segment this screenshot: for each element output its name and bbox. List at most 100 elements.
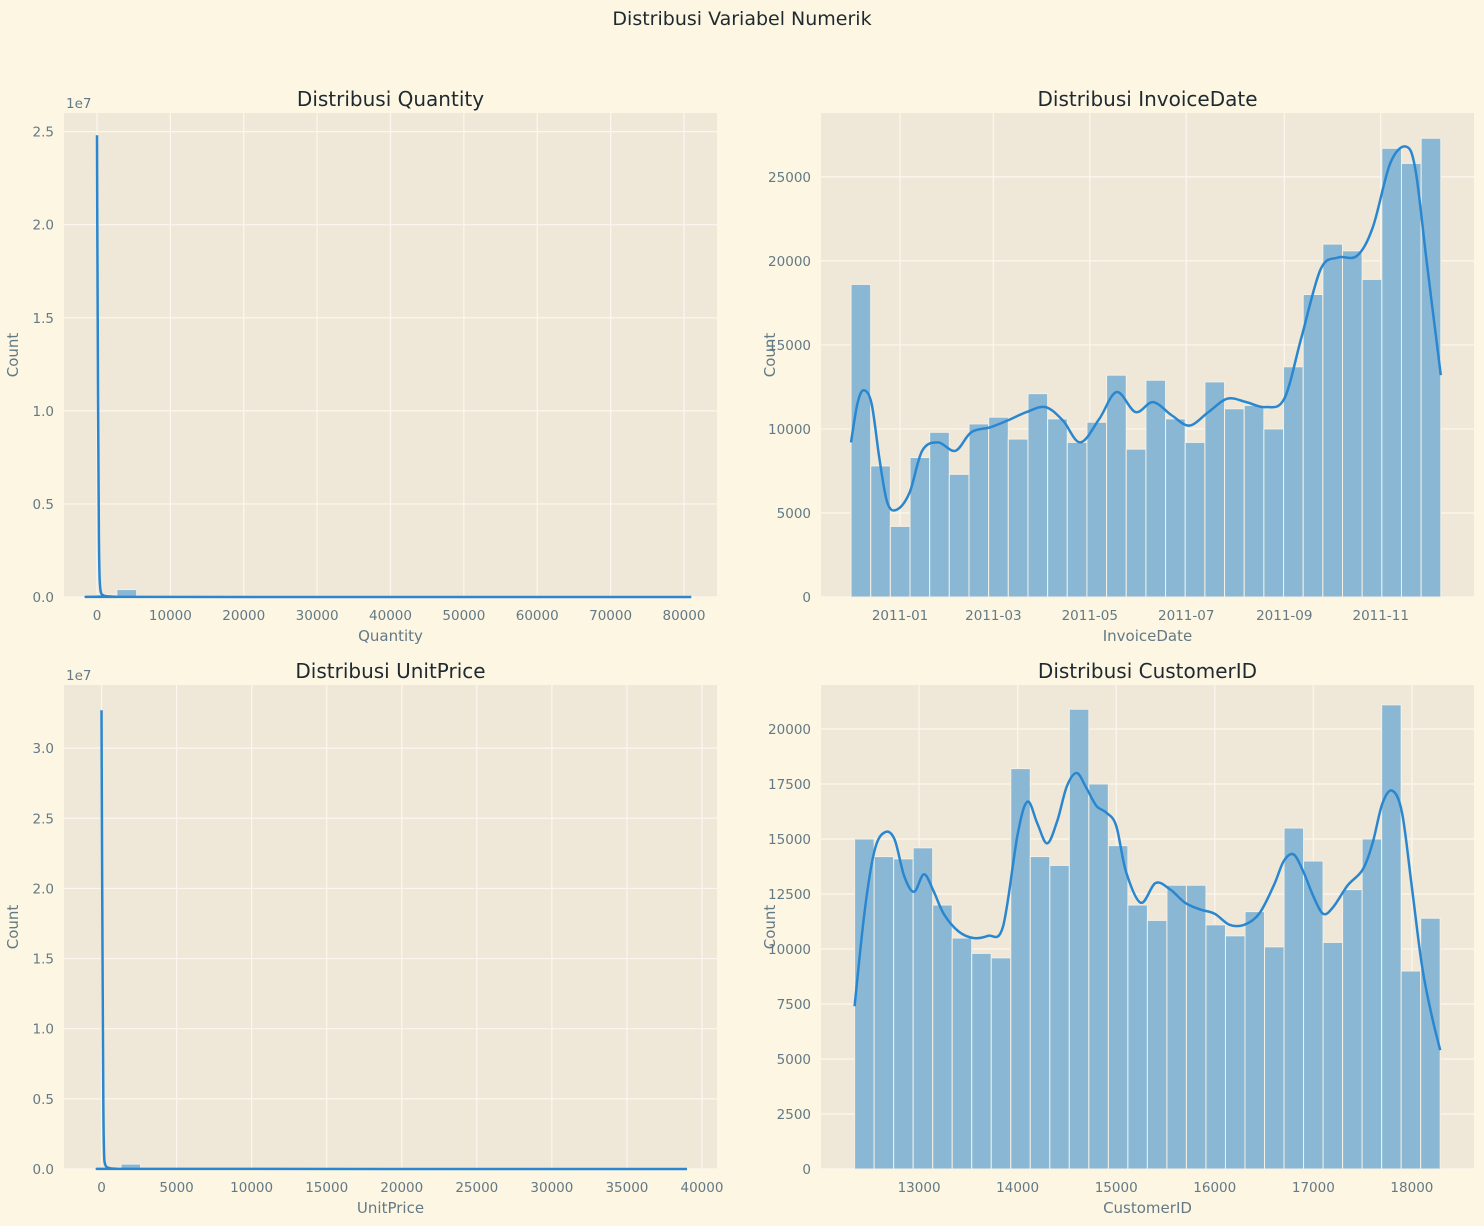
x-tick-label: 35000 [605, 1180, 648, 1196]
x-tick-label: 2011-01 [872, 608, 928, 624]
histogram-bar [1224, 408, 1245, 598]
histogram-bar [1086, 421, 1108, 598]
figure-suptitle: Distribusi Variabel Numerik [612, 8, 871, 30]
histogram-bar [1107, 845, 1129, 1170]
y-axis-label: Count [4, 905, 22, 950]
histogram-bar [929, 431, 950, 598]
histogram-bar [1029, 856, 1051, 1170]
y-tick-label: 2.0 [33, 218, 54, 234]
y-tick-label: 15000 [768, 338, 811, 354]
subplot-invoicedate: 2011-01 2011-03 2011-05 2011-07 2011-09 2011-… [761, 87, 1474, 645]
x-tick-label: 10000 [230, 1180, 273, 1196]
histogram-bar [1125, 448, 1147, 598]
x-tick-label: 20000 [222, 608, 265, 624]
y-tick-label: 0 [802, 1162, 811, 1178]
histogram-bar [1007, 438, 1029, 598]
kde-line [95, 710, 688, 1171]
histogram-bar [1049, 864, 1070, 1170]
y-tick-label: 1.0 [33, 1022, 54, 1038]
y-tick-label: 3.0 [33, 741, 54, 757]
x-tick-label: 10000 [149, 608, 192, 624]
x-tick-label: 15000 [1095, 1180, 1138, 1196]
subplot-title: Distribusi UnitPrice [295, 659, 485, 683]
histogram-bar [1145, 379, 1167, 598]
kde-line [84, 135, 692, 599]
histogram-bar [971, 952, 992, 1170]
histogram-bar [1283, 366, 1304, 598]
x-tick-label: 30000 [296, 608, 339, 624]
y-tick-label: 5000 [777, 506, 811, 522]
histogram-bar [1146, 919, 1168, 1170]
y-tick-label: 0.0 [33, 1162, 54, 1178]
x-tick-label: 0 [97, 1180, 106, 1196]
y-tick-label: 15000 [768, 832, 811, 848]
histogram-bar [873, 856, 895, 1170]
x-tick-label: 40000 [369, 608, 412, 624]
histogram-bar [1205, 924, 1226, 1170]
histogram-bar [1165, 418, 1186, 598]
histogram-bar [988, 416, 1009, 598]
y-tick-label: 1.0 [33, 404, 54, 420]
histogram-bar [1263, 428, 1285, 598]
y-tick-label: 1.5 [33, 952, 54, 968]
histogram-bar [1010, 768, 1031, 1170]
histogram-bar [1361, 838, 1383, 1170]
x-tick-label: 2011-11 [1353, 608, 1409, 624]
x-axis-label: CustomerID [1103, 1199, 1192, 1217]
x-tick-label: 2011-03 [965, 608, 1021, 624]
axes-background [64, 685, 717, 1169]
subplot-customerid: 13000 14000 15000 16000 17000 18000 0 2500 5000 7… [761, 659, 1474, 1217]
y-tick-label: 2.5 [33, 125, 54, 141]
y-tick-label: 10000 [768, 422, 811, 438]
histogram-bar [1342, 250, 1363, 598]
histogram-bar [1088, 783, 1109, 1170]
x-axis-label: UnitPrice [357, 1199, 424, 1217]
x-tick-label: 13000 [898, 1180, 941, 1196]
y-tick-label: 0 [802, 590, 811, 606]
histogram-bar [968, 423, 990, 598]
histogram-bar [1381, 147, 1402, 598]
x-tick-label: 25000 [455, 1180, 498, 1196]
histogram-bar [1381, 704, 1402, 1170]
y-tick-label: 0.0 [33, 590, 54, 606]
histogram-bar [1184, 441, 1206, 598]
x-axis-label: InvoiceDate [1103, 627, 1192, 645]
histogram-bar [1243, 404, 1265, 598]
histogram-bar [1047, 418, 1068, 598]
x-tick-label: 15000 [305, 1180, 348, 1196]
y-tick-label: 7500 [777, 997, 811, 1013]
histogram-bar [1027, 393, 1049, 598]
x-tick-label: 40000 [681, 1180, 724, 1196]
histogram-bar [1068, 708, 1090, 1170]
kde-line [853, 771, 1442, 1051]
y-tick-label: 2500 [777, 1107, 811, 1123]
x-tick-label: 18000 [1390, 1180, 1433, 1196]
y-tick-label: 5000 [777, 1052, 811, 1068]
y-tick-label: 25000 [768, 170, 811, 186]
y-tick-label: 1.5 [33, 311, 54, 327]
histogram-bar [1342, 889, 1363, 1170]
histogram-bar [951, 937, 973, 1170]
histogram-bar [893, 858, 914, 1170]
subplot-unitprice: 0 5000 10000 15000 20000 25000 30000 35000 40000… [4, 659, 723, 1217]
histogram-bar [1283, 827, 1305, 1170]
histogram-bar [1106, 374, 1127, 598]
histogram-bar [1302, 294, 1324, 598]
y-tick-label: 0.5 [33, 497, 54, 513]
histogram-bar [1400, 162, 1422, 598]
histogram-bar [1066, 441, 1088, 598]
histogram-bar [912, 847, 934, 1170]
y-axis-label: Count [761, 905, 779, 950]
histogram-bar [1264, 946, 1285, 1170]
histogram-bar [1420, 137, 1442, 598]
x-tick-label: 17000 [1292, 1180, 1335, 1196]
histogram-bar [1322, 941, 1344, 1170]
x-tick-label: 5000 [159, 1180, 193, 1196]
x-tick-label: 20000 [380, 1180, 423, 1196]
y-tick-label: 10000 [768, 942, 811, 958]
subplot-title: Distribusi InvoiceDate [1037, 87, 1257, 111]
y-tick-label: 0.5 [33, 1092, 54, 1108]
x-tick-label: 2011-05 [1062, 608, 1118, 624]
x-tick-label: 70000 [589, 608, 632, 624]
histogram-bar [990, 957, 1012, 1170]
